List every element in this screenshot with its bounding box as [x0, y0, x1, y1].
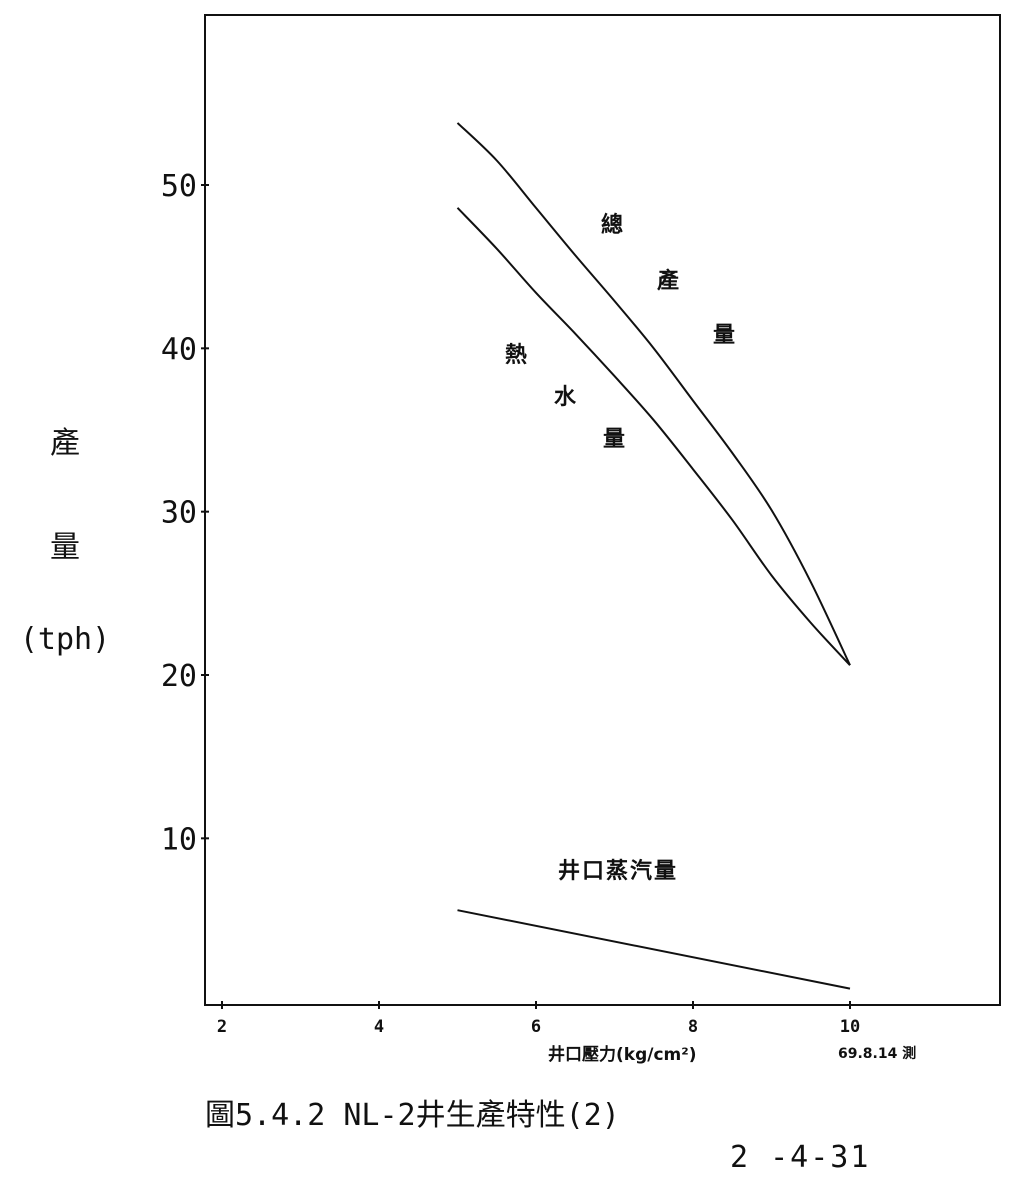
total-production-label-char: 總 — [601, 212, 623, 238]
x-tick-label: 4 — [374, 1017, 384, 1037]
y-axis-label-line-3: (tph) — [19, 622, 111, 657]
total-production-label-char: 量 — [713, 323, 735, 348]
measurement-date-note: 69.8.14 測 — [838, 1046, 917, 1062]
y-axis-label-line-2: 量 — [50, 530, 80, 565]
hot-water-label-char: 熱 — [505, 342, 527, 368]
y-tick-label: 40 — [161, 332, 197, 367]
x-tick-label: 8 — [688, 1017, 698, 1037]
y-tick-label: 30 — [161, 496, 197, 531]
hot-water-label-char: 水 — [554, 385, 577, 410]
figure-caption: 圖5.4.2 NL-2井生產特性(2) — [205, 1098, 620, 1133]
x-tick-label: 10 — [840, 1017, 860, 1037]
y-tick-label: 10 — [161, 822, 197, 857]
plot-frame — [204, 14, 1001, 1006]
total-production-line — [456, 122, 851, 666]
page-number: 2 -4-31 — [730, 1140, 871, 1175]
x-tick-label: 2 — [217, 1017, 227, 1037]
hot-water-line — [456, 207, 851, 666]
wellhead-steam-line — [457, 909, 851, 990]
x-axis-label: 井口壓力(kg/cm²) — [548, 1045, 697, 1065]
x-tick-label: 6 — [531, 1017, 541, 1037]
total-production-label-char: 產 — [657, 268, 679, 294]
y-tick-label: 20 — [161, 659, 197, 694]
wellhead-steam-label: 井口蒸汽量 — [558, 858, 678, 884]
hot-water-label-char: 量 — [603, 427, 625, 452]
y-tick-label: 50 — [161, 169, 197, 204]
y-axis-label-line-1: 產 — [50, 426, 80, 461]
